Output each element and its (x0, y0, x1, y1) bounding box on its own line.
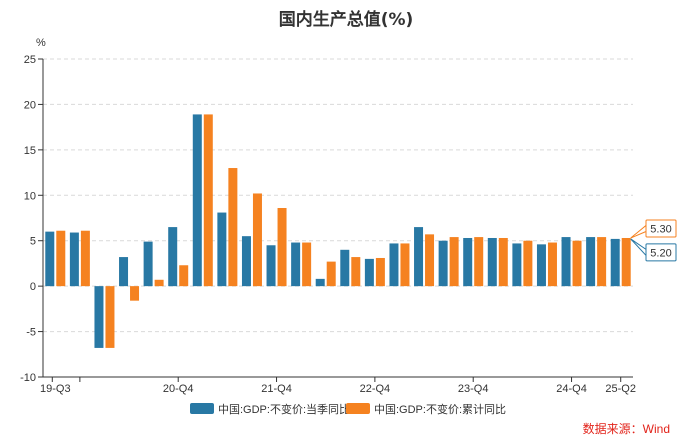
callout-box (645, 243, 677, 262)
bar-quarterly-24-Q1 (487, 237, 497, 287)
bar-quarterly-21-Q3 (241, 236, 251, 287)
bar-quarterly-24-Q4 (561, 237, 571, 287)
bar-cumulative-22-Q1 (302, 242, 312, 287)
bar-quarterly-19-Q3 (45, 231, 55, 287)
bar-quarterly-22-Q1 (291, 242, 301, 287)
y-axis-unit: % (36, 37, 46, 49)
bar-cumulative-24-Q1 (498, 237, 508, 287)
callout-pointer (630, 224, 647, 239)
bars-group (45, 114, 631, 348)
y-tick-label: 5 (30, 236, 36, 248)
bar-cumulative-21-Q1 (203, 114, 213, 287)
bar-quarterly-22-Q2 (315, 278, 325, 287)
bar-quarterly-20-Q2 (119, 257, 129, 287)
source-note: 数据来源：Wind (583, 421, 670, 436)
bar-quarterly-23-Q3 (438, 240, 448, 287)
y-axis: -10 -5 0 5 10 15 20 25 (20, 54, 44, 384)
x-tick-label: 23-Q4 (458, 383, 489, 395)
bar-cumulative-19-Q3 (56, 230, 66, 287)
bar-cumulative-25-Q1 (597, 237, 607, 287)
bar-quarterly-20-Q4 (168, 227, 178, 287)
bar-cumulative-24-Q4 (572, 240, 582, 287)
bar-quarterly-21-Q4 (266, 245, 276, 287)
bar-cumulative-20-Q4 (179, 265, 189, 287)
bar-cumulative-21-Q3 (252, 193, 262, 287)
callout-value: 5.20 (650, 247, 671, 259)
legend: 中国:GDP:不变价:当季同比 中国:GDP:不变价:累计同比 (190, 402, 506, 416)
bar-cumulative-20-Q1 (105, 286, 115, 348)
x-tick-label: 20-Q4 (163, 383, 194, 395)
bar-cumulative-19-Q4 (80, 230, 90, 287)
grid-lines (43, 58, 633, 333)
y-tick-label: 20 (24, 99, 36, 111)
y-tick-label: -5 (26, 327, 36, 339)
bar-quarterly-19-Q4 (69, 232, 79, 287)
bar-quarterly-25-Q1 (586, 237, 596, 287)
bar-quarterly-22-Q4 (364, 258, 374, 287)
bar-cumulative-23-Q4 (474, 237, 484, 287)
bar-cumulative-25-Q2 (621, 237, 631, 287)
x-tick-label: 22-Q4 (360, 383, 391, 395)
callout-pointer (630, 238, 647, 257)
bar-quarterly-23-Q2 (414, 227, 424, 287)
bar-cumulative-20-Q2 (130, 286, 140, 301)
chart-title: 国内生产总值(%) (279, 9, 414, 30)
bar-cumulative-23-Q1 (400, 243, 410, 287)
bar-cumulative-23-Q2 (425, 234, 435, 287)
legend-swatch-quarterly (190, 403, 214, 414)
bar-cumulative-24-Q3 (547, 242, 557, 287)
y-tick-label: 15 (24, 145, 36, 157)
bar-quarterly-22-Q3 (340, 249, 350, 287)
y-tick-label: 10 (24, 190, 36, 202)
x-tick-label: 24-Q4 (556, 383, 587, 395)
bar-cumulative-22-Q2 (326, 261, 336, 287)
callout-box (645, 219, 677, 238)
bar-cumulative-21-Q2 (228, 168, 238, 287)
bar-quarterly-23-Q4 (463, 237, 473, 287)
bar-cumulative-22-Q3 (351, 257, 361, 287)
bar-cumulative-22-Q4 (375, 257, 385, 287)
x-axis: 19-Q3 20-Q4 21-Q4 22-Q4 23-Q4 24-Q4 25-Q2 (40, 376, 636, 395)
callout-value: 5.30 (650, 223, 671, 235)
y-tick-label: 25 (24, 54, 36, 66)
legend-label-quarterly: 中国:GDP:不变价:当季同比 (218, 402, 350, 416)
bar-quarterly-21-Q1 (192, 114, 202, 287)
x-tick-label: 25-Q2 (605, 383, 636, 395)
y-tick-label: -10 (20, 372, 36, 384)
bar-cumulative-20-Q3 (154, 279, 164, 287)
y-tick-label: 0 (30, 281, 36, 293)
bar-quarterly-23-Q1 (389, 243, 399, 287)
legend-swatch-cumulative (346, 403, 370, 414)
end-value-callouts: 5.30 5.20 (630, 219, 677, 262)
legend-label-cumulative: 中国:GDP:不变价:累计同比 (374, 402, 506, 416)
x-tick-label: 21-Q4 (261, 383, 292, 395)
bar-quarterly-20-Q3 (143, 241, 153, 287)
bar-cumulative-23-Q3 (449, 237, 459, 287)
bar-quarterly-20-Q1 (94, 286, 104, 348)
bar-cumulative-24-Q2 (523, 240, 533, 287)
bar-quarterly-24-Q3 (536, 244, 546, 287)
bar-quarterly-25-Q2 (610, 238, 620, 287)
bar-quarterly-21-Q2 (217, 212, 227, 287)
bar-cumulative-21-Q4 (277, 208, 287, 287)
x-tick-label: 19-Q3 (40, 383, 71, 395)
bar-quarterly-24-Q2 (512, 243, 522, 287)
